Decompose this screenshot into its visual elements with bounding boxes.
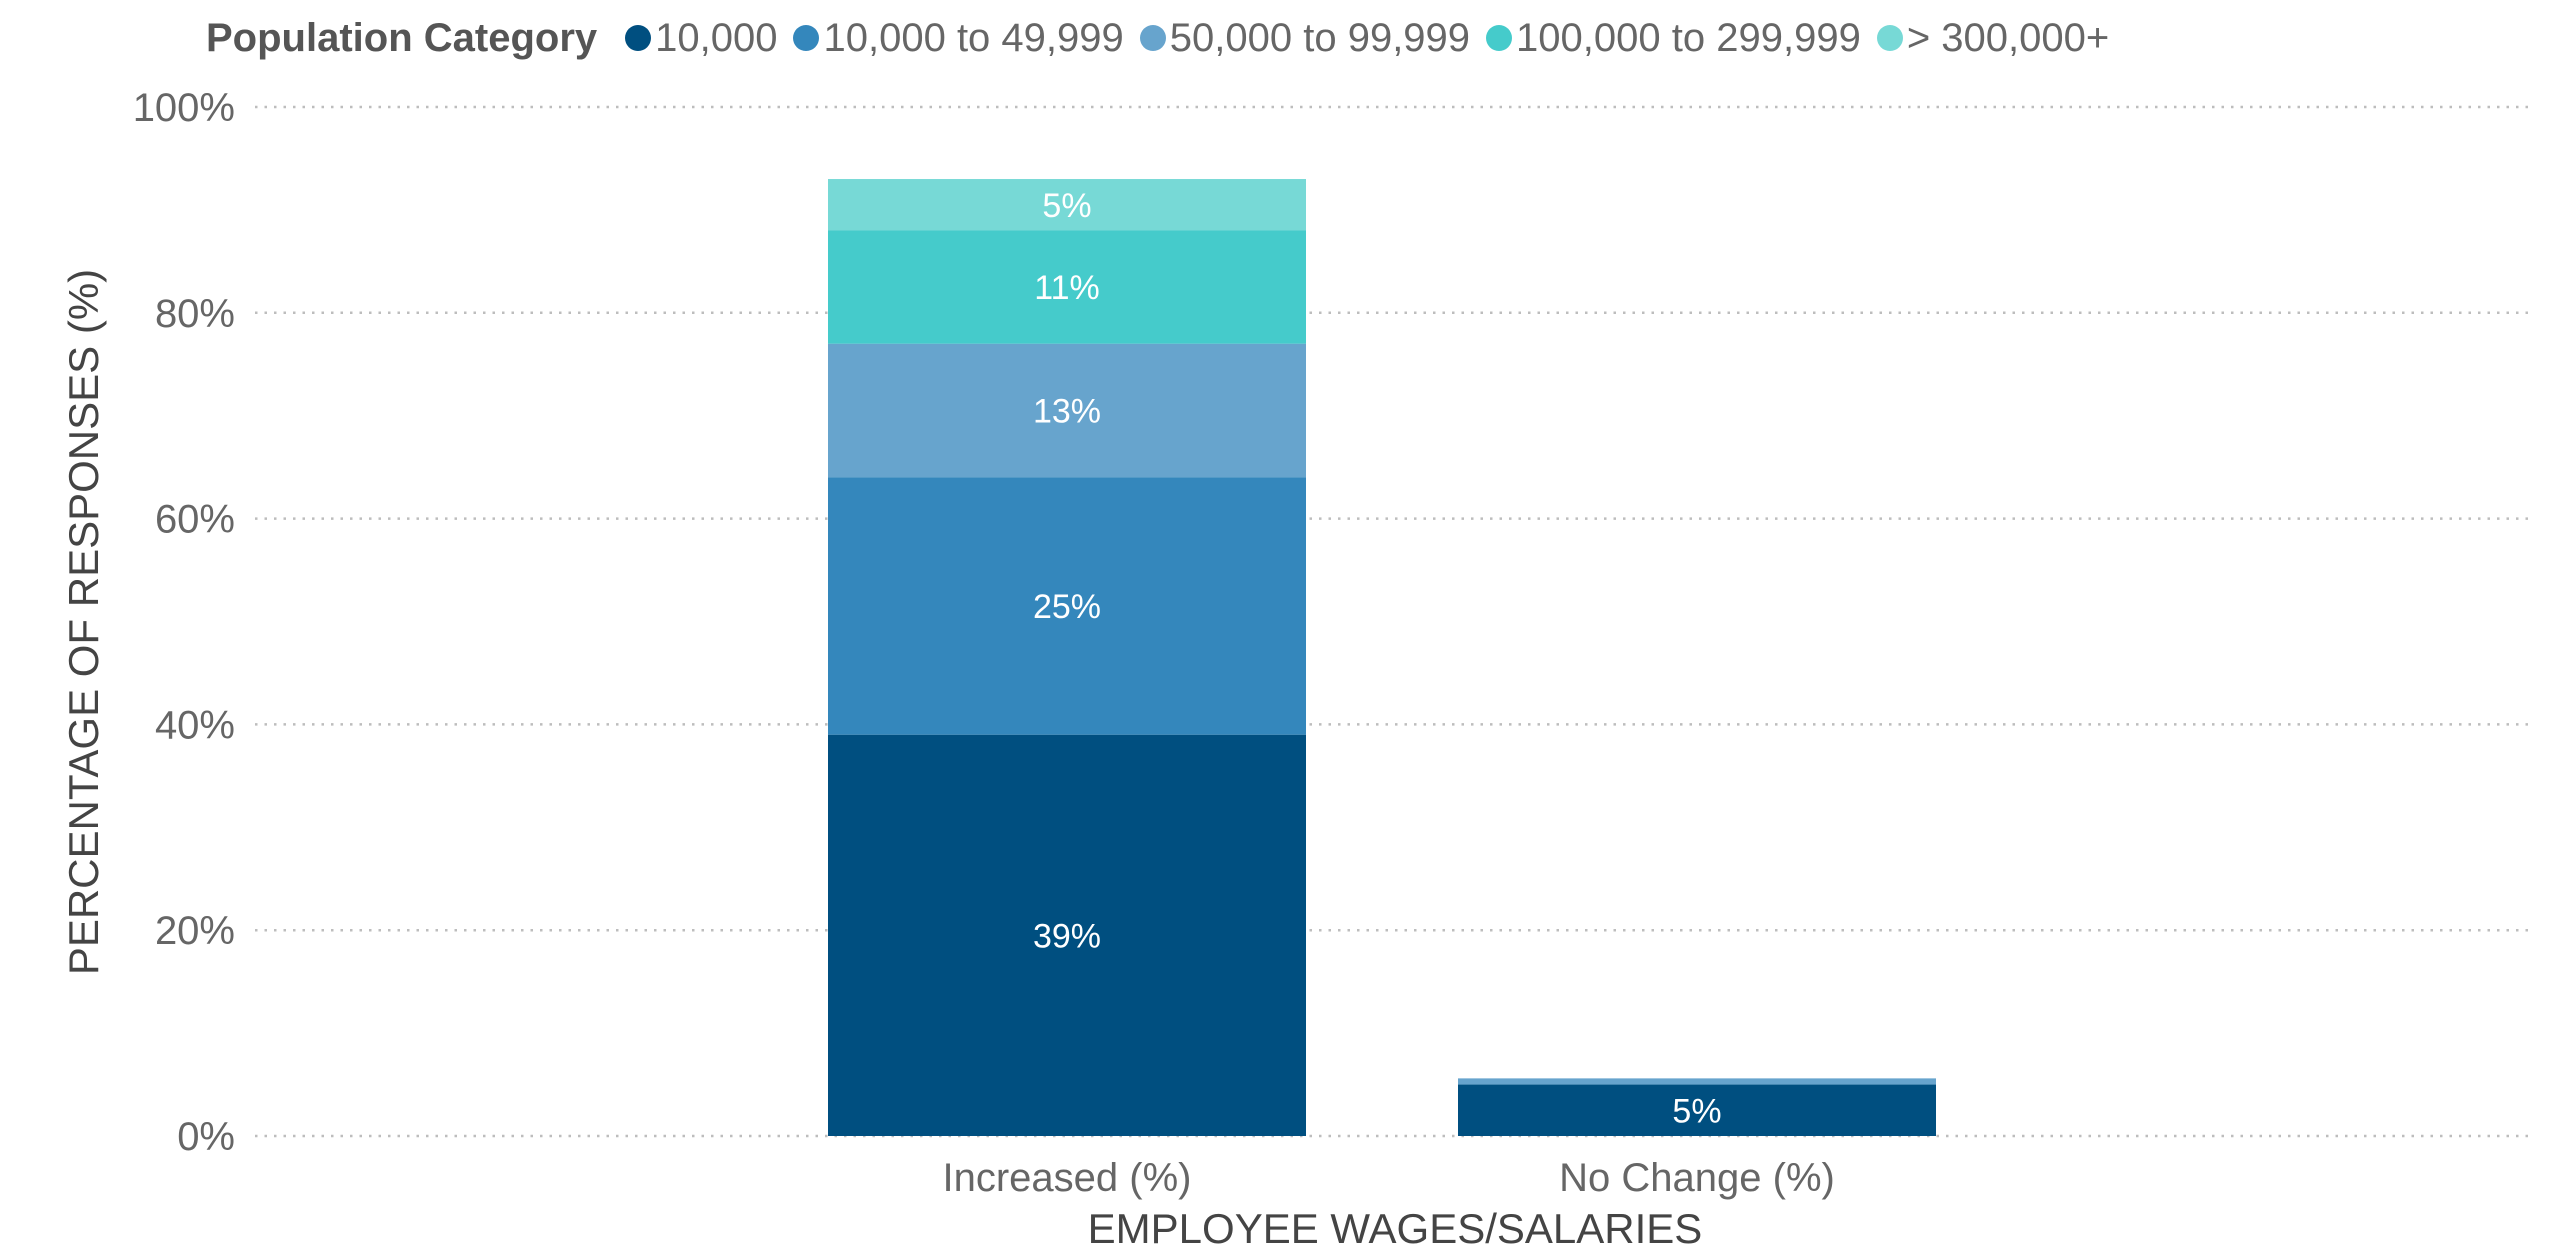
data-label: 13% (1033, 393, 1101, 431)
legend-title: Population Category (206, 15, 598, 60)
legend-marker (1876, 25, 1903, 51)
data-label: 5% (1042, 187, 1091, 225)
legend-item[interactable]: > 300,000+ (1876, 15, 2110, 61)
y-tick-label: 60% (155, 498, 235, 542)
y-axis-title: PERCENTAGE OF RESPONSES (%) (60, 269, 107, 975)
gridlines (255, 105, 2530, 1138)
legend-item[interactable]: 100,000 to 299,999 (1486, 16, 1861, 61)
legend-marker (625, 25, 652, 51)
legend-marker (1139, 25, 1166, 51)
legend-label: 100,000 to 299,999 (1516, 15, 1861, 60)
data-label: 5% (1672, 1092, 1721, 1130)
legend-label: > 300,000+ (1906, 15, 2110, 60)
legend-label: 10,000 (655, 15, 778, 60)
y-tick-label: 40% (155, 703, 235, 747)
y-tick-label: 80% (155, 292, 235, 336)
x-axis: Increased (%) No Change (%) (943, 1156, 1835, 1200)
bar-segment[interactable] (1458, 1078, 1936, 1085)
x-tick-label: Increased (%) (943, 1156, 1192, 1200)
bar-segment[interactable] (828, 343, 1306, 478)
bar-segment[interactable] (828, 734, 1306, 1136)
bar-segment[interactable] (1458, 1084, 1936, 1136)
x-tick-label: No Change (%) (1559, 1156, 1835, 1200)
data-label: 11% (1034, 269, 1100, 307)
legend: Population Category 10,000 10,000 to 49,… (206, 10, 2125, 66)
data-label: 25% (1033, 588, 1101, 626)
legend-marker (1486, 25, 1513, 51)
bar-segment[interactable] (828, 179, 1306, 231)
data-label: 39% (1033, 917, 1101, 955)
legend-label: 50,000 to 99,999 (1169, 15, 1471, 60)
y-axis: 0% 20% 40% 60% 80% 100% (133, 86, 235, 1159)
legend-item[interactable]: 10,000 (625, 16, 777, 61)
y-tick-label: 0% (177, 1115, 235, 1159)
y-tick-label: 20% (155, 909, 235, 953)
y-tick-label: 100% (133, 86, 235, 130)
legend-item[interactable]: 50,000 to 99,999 (1139, 15, 1471, 61)
legend-item[interactable]: 10,000 to 49,999 (793, 15, 1124, 61)
legend-label: 10,000 to 49,999 (823, 15, 1124, 60)
bar-segment[interactable] (828, 477, 1306, 735)
legend-marker (793, 25, 820, 51)
bars: 39% 25% 13% 11% 5% 5% (828, 179, 1936, 1136)
x-axis-title: EMPLOYEE WAGES/SALARIES (1088, 1205, 1703, 1252)
bar-segment[interactable] (828, 230, 1306, 344)
